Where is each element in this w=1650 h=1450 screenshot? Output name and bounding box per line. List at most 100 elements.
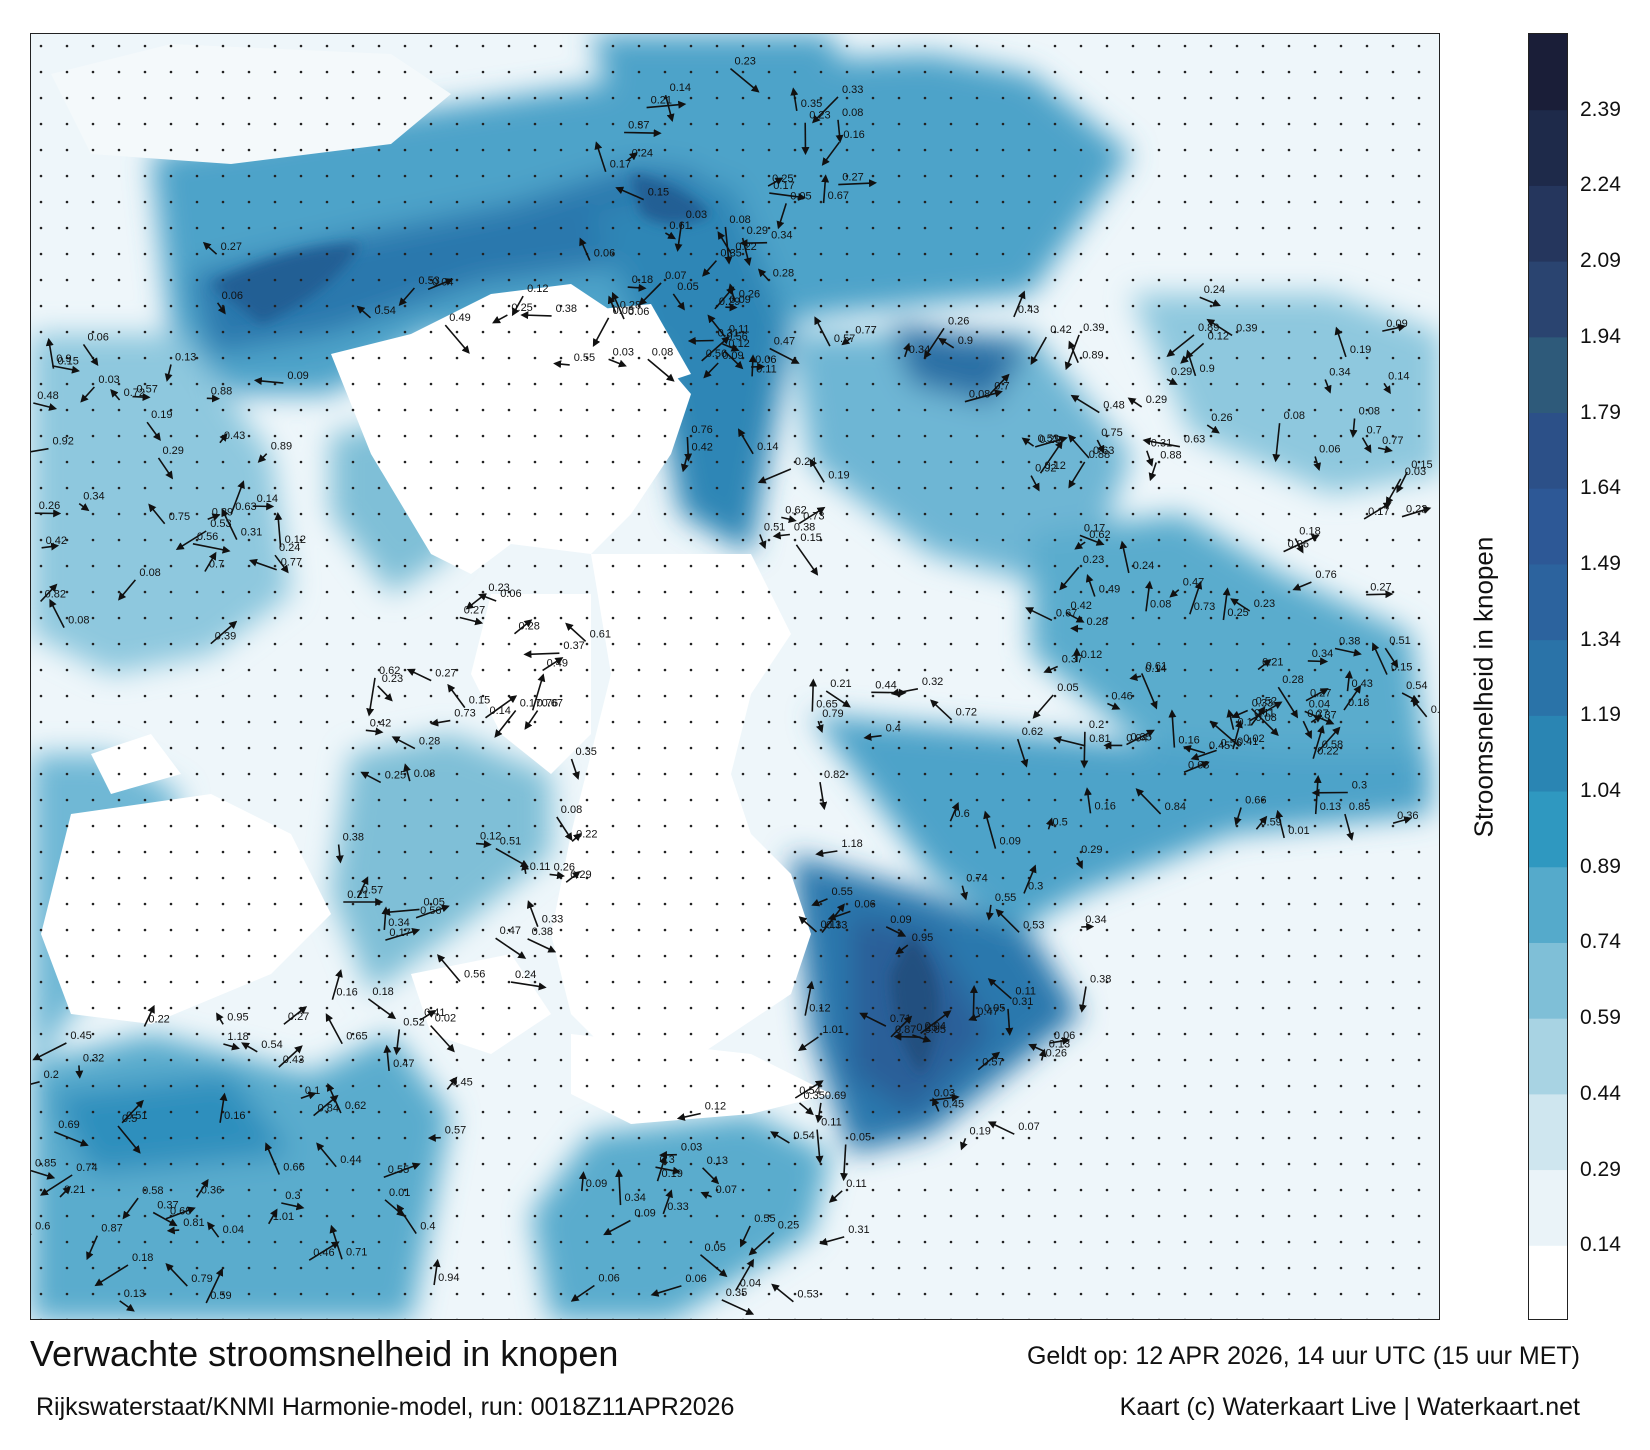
grid-point [741,1136,745,1140]
grid-point [1157,1214,1161,1218]
grid-point [1157,1084,1161,1088]
speed-value-label: 0.23 [735,56,756,68]
grid-point [65,538,69,542]
grid-point [507,1188,511,1192]
grid-point [247,174,251,178]
grid-point [299,1188,303,1192]
speed-value-label: 0.55 [995,892,1016,904]
grid-point [195,252,199,256]
grid-point [455,720,459,724]
grid-point [871,44,875,48]
grid-point [247,590,251,594]
grid-point [1261,304,1265,308]
grid-point [117,850,121,854]
grid-point [247,460,251,464]
grid-point [1209,642,1213,646]
grid-point [663,1214,667,1218]
grid-point [377,304,381,308]
grid-point [1261,928,1265,932]
grid-point [117,512,121,516]
grid-point [1339,720,1343,724]
grid-point [351,148,355,152]
grid-point [1157,278,1161,282]
grid-point [325,1162,329,1166]
grid-point [143,1032,147,1036]
grid-point [195,1240,199,1244]
grid-point [1105,798,1109,802]
grid-point [143,512,147,516]
current-arrow [268,1208,278,1225]
grid-point [351,330,355,334]
grid-point [559,278,563,282]
speed-value-label: 0.28 [519,621,540,633]
grid-point [1131,486,1135,490]
current-arrow [33,402,58,411]
grid-point [585,1162,589,1166]
grid-point [1235,1266,1239,1270]
speed-value-label: 0.59 [210,1290,231,1302]
grid-point [715,980,719,984]
speed-value-label: 0.22 [148,1014,169,1026]
grid-point [221,174,225,178]
grid-point [559,70,563,74]
grid-point [1235,616,1239,620]
speed-value-label: 0.01 [389,1187,410,1199]
grid-point [1339,616,1343,620]
grid-point [637,668,641,672]
grid-point [715,200,719,204]
grid-point [507,798,511,802]
current-arrow [1013,290,1026,318]
grid-point [1287,564,1291,568]
grid-point [1235,174,1239,178]
current-arrow [475,840,492,849]
grid-point [39,694,43,698]
grid-point [1001,408,1005,412]
grid-point [975,772,979,776]
grid-point [1313,1214,1317,1218]
grid-point [767,1084,771,1088]
grid-point [455,278,459,282]
grid-point [1131,434,1135,438]
grid-point [559,902,563,906]
grid-point [637,1162,641,1166]
grid-point [611,1032,615,1036]
current-arrow [383,1162,421,1178]
grid-point [221,694,225,698]
grid-point [429,122,433,126]
grid-point [949,1084,953,1088]
grid-point [1209,382,1213,386]
grid-point [325,486,329,490]
grid-point [715,746,719,750]
grid-point [897,642,901,646]
grid-point [1365,278,1369,282]
grid-point [1339,486,1343,490]
grid-point [1417,564,1421,568]
grid-point [1027,980,1031,984]
grid-point [325,330,329,334]
grid-point [143,330,147,334]
grid-point [819,1032,823,1036]
grid-point [767,668,771,672]
grid-point [741,1058,745,1062]
grid-point [1079,798,1083,802]
current-arrow [1067,434,1090,459]
grid-point [117,1214,121,1218]
grid-point [949,278,953,282]
grid-point [377,512,381,516]
grid-point [455,70,459,74]
grid-point [1339,1266,1343,1270]
current-arrow [1074,541,1086,550]
grid-point [1365,1266,1369,1270]
grid-point [143,694,147,698]
grid-point [715,1110,719,1114]
speed-value-label: 0.37 [1062,654,1083,666]
grid-point [1105,408,1109,412]
grid-point [897,850,901,854]
grid-point [975,70,979,74]
grid-point [1157,252,1161,256]
grid-point [481,746,485,750]
grid-point [741,148,745,152]
grid-point [196,1318,198,1319]
grid-point [403,694,407,698]
speed-value-label: 0.45 [943,1098,964,1110]
